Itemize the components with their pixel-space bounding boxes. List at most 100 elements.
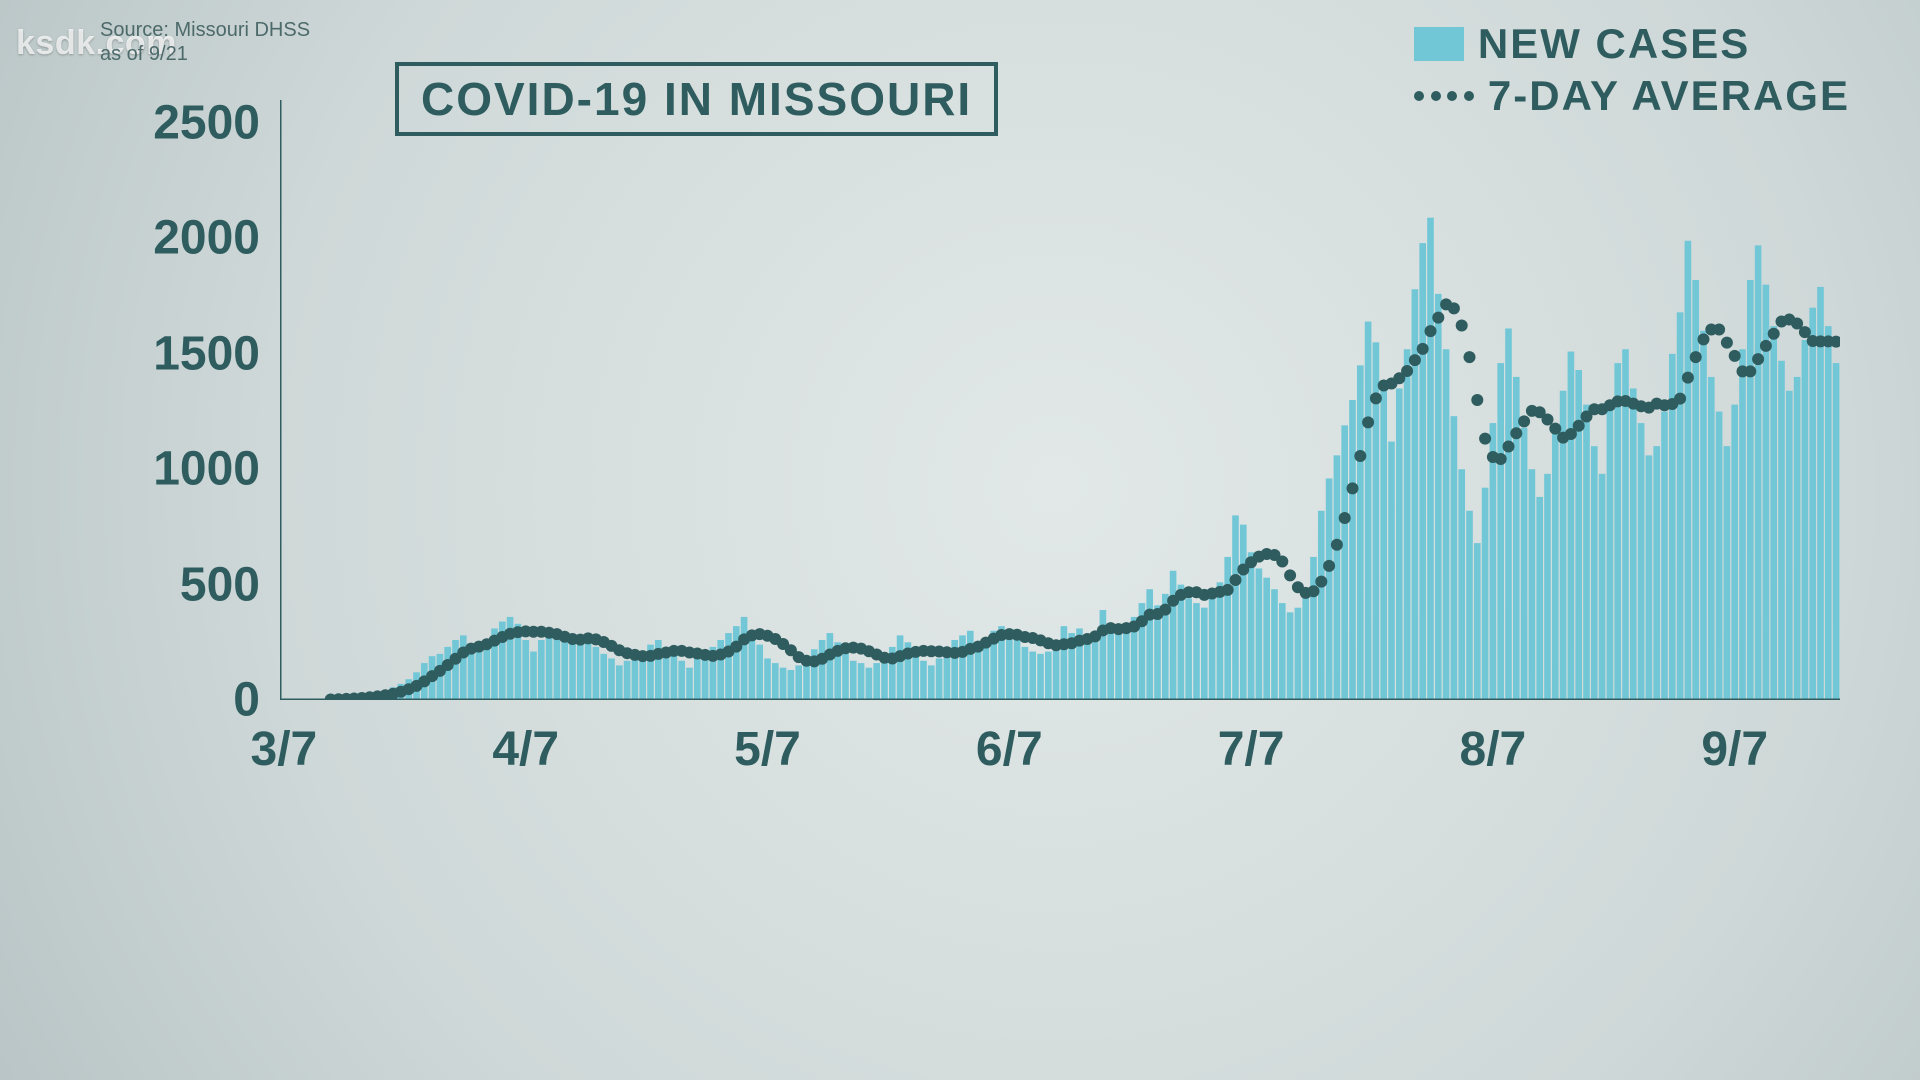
bar [1365, 322, 1372, 700]
avg-dot [1276, 556, 1288, 568]
legend-bar-swatch [1414, 27, 1464, 61]
source-line-1: Source: Missouri DHSS [100, 19, 310, 41]
bar [1786, 391, 1793, 700]
bar [1427, 218, 1434, 700]
bar [1451, 416, 1458, 700]
bar [569, 640, 576, 700]
avg-dot [1230, 574, 1242, 586]
bar [827, 633, 834, 700]
avg-dot [1401, 365, 1413, 377]
bar [530, 652, 537, 700]
bar [593, 647, 600, 700]
bar [1146, 589, 1153, 700]
bar [1716, 412, 1723, 700]
avg-dot [1370, 392, 1382, 404]
bar [522, 640, 529, 700]
avg-dot [1347, 482, 1359, 494]
bar [1100, 610, 1107, 700]
bar [1388, 442, 1395, 700]
bar [1591, 446, 1598, 700]
bar [1630, 388, 1637, 700]
bar [975, 645, 982, 700]
bar [444, 647, 451, 700]
avg-dot [1503, 440, 1515, 452]
avg-dot [1432, 312, 1444, 324]
bar [1778, 361, 1785, 700]
bar [795, 665, 802, 700]
bar [1521, 428, 1528, 700]
bar [1271, 589, 1278, 700]
bar [1092, 635, 1099, 700]
y-tick-label: 1000 [60, 442, 260, 497]
bar [1536, 497, 1543, 700]
bar [780, 668, 787, 700]
bar [1755, 245, 1762, 700]
bar [1115, 633, 1122, 700]
bar [1685, 241, 1692, 700]
bar [1232, 515, 1239, 700]
avg-dot [1542, 413, 1554, 425]
bar [577, 645, 584, 700]
avg-dot [1409, 354, 1421, 366]
avg-dot [1713, 323, 1725, 335]
bar [1794, 377, 1801, 700]
x-tick-label: 7/7 [1218, 722, 1285, 777]
bar [1529, 469, 1536, 700]
bar [1490, 423, 1497, 700]
y-tick-label: 1500 [60, 326, 260, 381]
bar [452, 640, 459, 700]
avg-dot [1331, 539, 1343, 551]
bar [694, 658, 701, 700]
avg-dot [1339, 512, 1351, 524]
bar [1466, 511, 1473, 700]
bar [546, 635, 553, 700]
data-source: Source: Missouri DHSS as of 9/21 [100, 18, 310, 66]
bar [1302, 592, 1309, 700]
avg-dot [1690, 351, 1702, 363]
bar [741, 617, 748, 700]
bar [1802, 340, 1809, 700]
bar [686, 668, 693, 700]
plot-area [280, 100, 1840, 700]
bar [538, 640, 545, 700]
avg-dot [1518, 415, 1530, 427]
bar [1263, 578, 1270, 700]
bar [1833, 363, 1840, 700]
bar [1513, 377, 1520, 700]
y-tick-label: 2500 [60, 96, 260, 151]
x-tick-label: 6/7 [976, 722, 1043, 777]
bar [1443, 349, 1450, 700]
avg-dot [1682, 372, 1694, 384]
avg-dot [1721, 337, 1733, 349]
bar [1458, 469, 1465, 700]
bar [554, 631, 561, 700]
bar [1217, 582, 1224, 700]
bar [1482, 488, 1489, 700]
bar [1170, 571, 1177, 700]
bar [1084, 640, 1091, 700]
bar [1708, 377, 1715, 700]
bar [1825, 326, 1832, 700]
y-tick-label: 0 [60, 673, 260, 728]
avg-dot [1464, 351, 1476, 363]
bar [819, 640, 826, 700]
bar [1731, 405, 1738, 700]
avg-dot [1479, 433, 1491, 445]
avg-dot [1573, 420, 1585, 432]
legend-bars-label: NEW CASES [1478, 20, 1750, 68]
avg-dot [1495, 453, 1507, 465]
y-tick-label: 2000 [60, 211, 260, 266]
bar [1607, 400, 1614, 700]
bar [1006, 633, 1013, 700]
avg-dot [1510, 427, 1522, 439]
bar [585, 642, 592, 700]
bar [1357, 365, 1364, 700]
bar [1724, 446, 1731, 700]
avg-dot [1448, 302, 1460, 314]
bar [920, 661, 927, 700]
bar [1505, 328, 1512, 700]
avg-dot [1308, 585, 1320, 597]
bar [944, 652, 951, 700]
avg-dot [1760, 340, 1772, 352]
bar [476, 649, 483, 700]
